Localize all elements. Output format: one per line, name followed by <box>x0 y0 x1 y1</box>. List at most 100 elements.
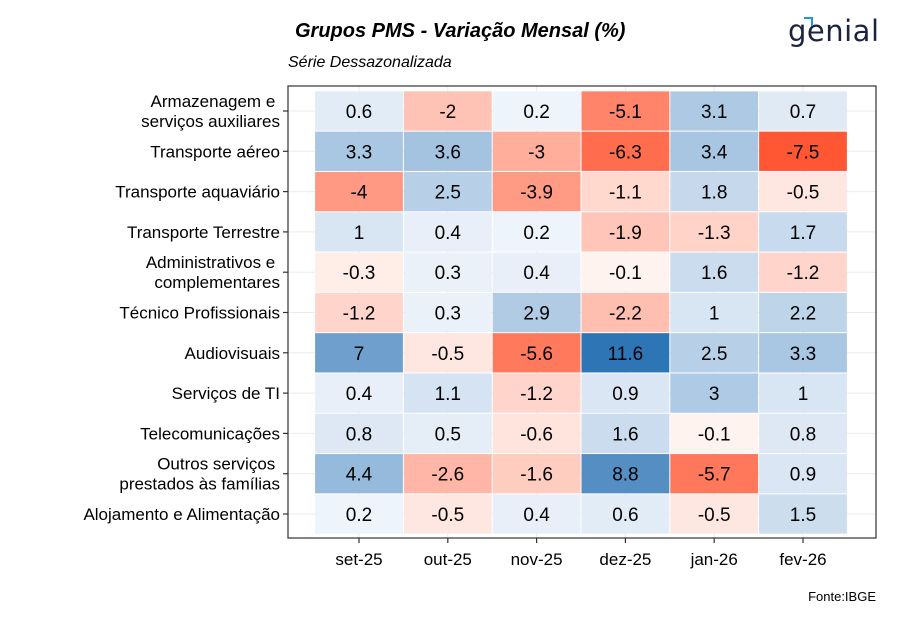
tile-value-label: -0.1 <box>698 424 731 445</box>
tile-value-label: 0.8 <box>346 424 372 445</box>
tile-value-label: -5.7 <box>698 465 731 486</box>
tile-value-label: 0.2 <box>346 505 372 526</box>
heatmap-tile <box>581 91 670 131</box>
tile-value-label: 1 <box>354 223 365 244</box>
tile-value-label: -1.6 <box>520 465 553 486</box>
x-tick-label: fev-26 <box>779 550 826 569</box>
heatmap-tile <box>315 212 403 252</box>
axes: set-25 out-25 nov-25 dez-25 jan-26 fev-26 Arma… <box>83 85 877 569</box>
heatmap-tile <box>670 91 759 131</box>
heatmap-tile <box>492 91 581 131</box>
tile-value-label: 2.2 <box>790 304 816 325</box>
heatmap-tile <box>759 131 847 171</box>
heatmap-tile <box>403 212 492 252</box>
tile-value-label: -1.9 <box>609 223 642 244</box>
tile-value-label: 7 <box>354 344 365 365</box>
heatmap-tile <box>581 212 670 252</box>
heatmap-tile <box>759 373 847 413</box>
tile-value-label: 0.6 <box>612 505 638 526</box>
heatmap-tile <box>492 171 581 212</box>
heatmap-tile <box>315 292 403 333</box>
y-tick-label: Telecomunicações <box>140 424 280 443</box>
tile-value-label: -5.1 <box>609 102 642 123</box>
heatmap-tile <box>492 494 581 534</box>
heatmap-tile <box>403 252 492 292</box>
heatmap-tile <box>403 292 492 333</box>
heatmap-tile <box>315 454 403 494</box>
y-tick-label: Transporte aquaviário <box>115 183 280 202</box>
tile-value-label: -0.5 <box>431 344 464 365</box>
heatmap-tile <box>492 413 581 454</box>
heatmap-tile <box>670 252 759 292</box>
heatmap-tile <box>581 333 670 373</box>
x-tick-label: nov-25 <box>511 550 563 569</box>
heatmap-tile <box>581 292 670 333</box>
y-tick-label: Serviços de TI <box>172 384 280 403</box>
tile-value-label: 2.9 <box>523 304 549 325</box>
tile-value-label: 2.5 <box>435 183 461 204</box>
heatmap-tile <box>315 413 403 454</box>
tile-value-label: -3.9 <box>520 183 553 204</box>
tile-value-label: 1.1 <box>435 384 461 405</box>
heatmap-tile <box>403 454 492 494</box>
heatmap-tile <box>581 413 670 454</box>
tile-value-label: -0.5 <box>698 505 731 526</box>
heatmap-tile <box>315 91 403 131</box>
heatmap-tile <box>315 252 403 292</box>
tile-value-label: -3 <box>528 142 545 163</box>
genial-logo: genial <box>788 14 880 48</box>
heatmap-tile <box>403 171 492 212</box>
heatmap-tile <box>759 171 847 212</box>
heatmap-tile <box>670 212 759 252</box>
y-tick-label: Administrativos e complementares <box>146 253 280 292</box>
tile-value-label: -1.1 <box>609 183 642 204</box>
heatmap-tile <box>315 171 403 212</box>
heatmap-tile <box>315 494 403 534</box>
heatmap-tile <box>670 292 759 333</box>
tile-value-label: -7.5 <box>787 142 820 163</box>
tile-value-label: 1.6 <box>701 263 727 284</box>
tile-value-label: 2.5 <box>701 344 727 365</box>
tile-value-label: 1 <box>709 304 720 325</box>
tile-value-label: 1 <box>798 384 809 405</box>
tile-value-label: -0.3 <box>343 263 376 284</box>
heatmap-tile <box>670 494 759 534</box>
heatmap-tile <box>581 373 670 413</box>
tile-value-label: 0.2 <box>523 223 549 244</box>
tile-value-label: 0.4 <box>523 263 550 284</box>
y-tick-label: Alojamento e Alimentação <box>83 505 280 524</box>
y-tick-label: Técnico Profissionais <box>119 304 280 323</box>
heatmap-tile <box>759 413 847 454</box>
heatmap-tile <box>492 131 581 171</box>
tile-value-label: 1.6 <box>612 424 638 445</box>
tile-value-label: 0.4 <box>523 505 550 526</box>
heatmap-tile <box>759 252 847 292</box>
heatmap-tile <box>581 454 670 494</box>
heatmap-tile <box>759 333 847 373</box>
heatmap-tile <box>670 131 759 171</box>
tile-value-label: -0.5 <box>431 505 464 526</box>
heatmap-tile <box>581 494 670 534</box>
x-tick-label: out-25 <box>424 550 472 569</box>
heatmap-tile <box>403 413 492 454</box>
heatmap-tile <box>315 131 403 171</box>
tile-value-label: -2.2 <box>609 304 642 325</box>
x-tick-label: dez-25 <box>599 550 651 569</box>
tile-value-label: 0.5 <box>435 424 461 445</box>
source-note: Fonte:IBGE <box>808 589 876 604</box>
tile-value-label: 0.9 <box>790 465 816 486</box>
tile-value-label: -4 <box>351 183 368 204</box>
heatmap-tile <box>492 333 581 373</box>
chart-subtitle: Série Dessazonalizada <box>288 54 452 71</box>
heatmap-tile <box>403 333 492 373</box>
tile-value-label: 3.3 <box>346 142 372 163</box>
tile-value-label: -1.2 <box>343 304 376 325</box>
heatmap-tile <box>492 252 581 292</box>
tile-value-label: -0.1 <box>609 263 642 284</box>
heatmap-tile <box>581 252 670 292</box>
tile-value-label: -1.2 <box>787 263 820 284</box>
heatmap-tile <box>670 454 759 494</box>
heatmap-tile <box>670 171 759 212</box>
tile-value-label: 1.5 <box>790 505 816 526</box>
heatmap-tile <box>759 494 847 534</box>
